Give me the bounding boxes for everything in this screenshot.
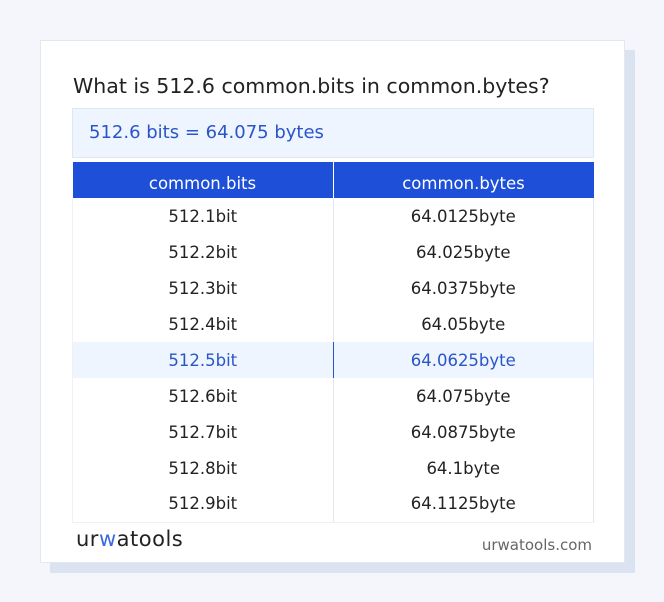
bytes-cell: 64.075byte xyxy=(332,378,594,414)
bytes-cell: 64.0375byte xyxy=(332,270,594,306)
bytes-cell: 64.025byte xyxy=(332,234,594,270)
urwatools-logo[interactable]: urwatools xyxy=(76,527,184,551)
table-row: 512.1bit 64.0125byte xyxy=(72,198,594,234)
bits-cell: 512.4bit xyxy=(72,306,334,342)
result-box: 512.6 bits = 64.075 bytes xyxy=(72,108,594,158)
table-row: 512.8bit 64.1byte xyxy=(72,450,594,486)
bits-cell: 512.6bit xyxy=(72,378,334,414)
table-row: 512.3bit 64.0375byte xyxy=(72,270,594,306)
page-title: What is 512.6 common.bits in common.byte… xyxy=(73,74,550,98)
table-row: 512.2bit 64.025byte xyxy=(72,234,594,270)
table-row: 512.4bit 64.05byte xyxy=(72,306,594,342)
bits-cell: 512.8bit xyxy=(72,450,334,486)
bytes-cell: 64.0625byte xyxy=(332,342,594,378)
converter-card: What is 512.6 common.bits in common.byte… xyxy=(40,40,625,563)
site-link[interactable]: urwatools.com xyxy=(481,536,592,554)
bytes-cell: 64.0875byte xyxy=(332,414,594,450)
bits-cell: 512.9bit xyxy=(72,486,334,523)
bits-cell: 512.5bit xyxy=(72,342,334,378)
conversion-table: common.bits common.bytes 512.1bit 64.0125… xyxy=(72,162,594,523)
bytes-cell: 64.0125byte xyxy=(332,198,594,234)
bits-cell: 512.3bit xyxy=(72,270,334,306)
table-row: 512.7bit 64.0875byte xyxy=(72,414,594,450)
bytes-cell: 64.1byte xyxy=(332,450,594,486)
bits-cell: 512.7bit xyxy=(72,414,334,450)
bytes-cell: 64.05byte xyxy=(332,306,594,342)
bits-cell: 512.1bit xyxy=(72,198,334,234)
header-bytes: common.bytes xyxy=(333,162,594,198)
header-bits: common.bits xyxy=(72,162,334,198)
bits-cell: 512.2bit xyxy=(72,234,334,270)
table-row: 512.5bit 64.0625byte xyxy=(72,342,594,378)
table-row: 512.6bit 64.075byte xyxy=(72,378,594,414)
bytes-cell: 64.1125byte xyxy=(332,486,594,523)
table-row: 512.9bit 64.1125byte xyxy=(72,486,594,523)
